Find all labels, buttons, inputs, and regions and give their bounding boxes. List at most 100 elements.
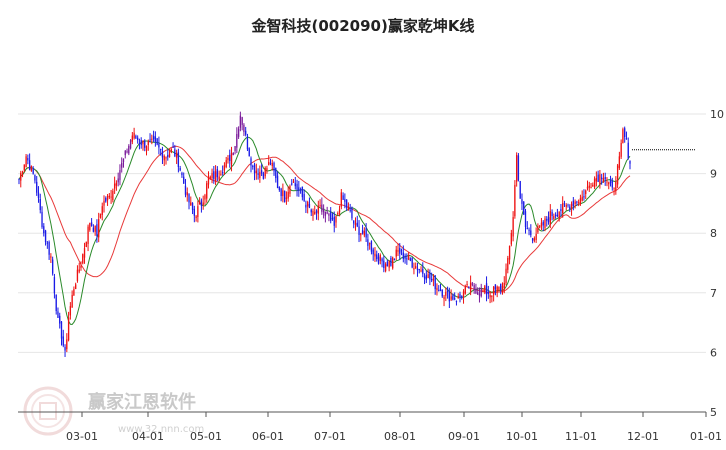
candle-body bbox=[475, 288, 477, 294]
candle-body bbox=[191, 202, 194, 210]
candle-body bbox=[452, 295, 454, 300]
candle-body bbox=[245, 130, 247, 135]
candle-body bbox=[117, 178, 119, 183]
candle-body bbox=[115, 182, 118, 186]
candle-body bbox=[328, 213, 330, 216]
candle-body bbox=[353, 220, 355, 224]
candle-body bbox=[549, 211, 551, 225]
candle-body bbox=[374, 253, 376, 257]
candle-body bbox=[87, 226, 89, 244]
candle-body bbox=[225, 160, 227, 168]
x-tick-label: 05-01 bbox=[190, 430, 222, 443]
candle-body bbox=[184, 185, 187, 195]
candle-body bbox=[147, 140, 149, 146]
candle-body bbox=[156, 138, 158, 145]
candle-body bbox=[547, 217, 550, 223]
candle-body bbox=[142, 141, 144, 145]
candle-body bbox=[23, 164, 25, 171]
y-axis: 5 6 7 8 9 10 bbox=[710, 108, 724, 419]
candle-body bbox=[531, 238, 534, 241]
candle-body bbox=[27, 158, 29, 161]
candle-body bbox=[101, 206, 103, 215]
candle-body bbox=[524, 211, 527, 227]
x-tick-label: 11-01 bbox=[565, 430, 597, 443]
candle-body bbox=[434, 275, 436, 290]
candle-body bbox=[402, 252, 404, 260]
candle-body bbox=[358, 226, 360, 236]
candle-body bbox=[512, 217, 514, 237]
x-tick-label: 01-01 bbox=[690, 430, 722, 443]
y-tick-label: 6 bbox=[710, 346, 717, 359]
candle-body bbox=[335, 216, 337, 223]
candle-body bbox=[144, 140, 146, 148]
candle-body bbox=[436, 287, 438, 291]
candle-body bbox=[562, 203, 564, 214]
candle-body bbox=[43, 226, 45, 234]
candle-body bbox=[608, 182, 610, 185]
candle-body bbox=[500, 283, 502, 291]
x-axis: 03-01 04-01 05-01 06-01 07-01 08-01 09-01 10-01… bbox=[18, 411, 722, 443]
candle-body bbox=[376, 254, 378, 260]
candle-body bbox=[333, 216, 335, 226]
candle-body bbox=[50, 256, 52, 258]
candle-body bbox=[106, 196, 109, 201]
candle-body bbox=[487, 292, 489, 294]
candle-body bbox=[446, 290, 449, 293]
candle-body bbox=[441, 290, 443, 297]
candle-body bbox=[528, 229, 530, 231]
candle-body bbox=[399, 248, 401, 254]
candle-body bbox=[464, 286, 466, 294]
candle-body bbox=[18, 178, 20, 180]
candle-body bbox=[214, 171, 217, 182]
candle-body bbox=[299, 189, 302, 191]
candle-body bbox=[427, 274, 429, 279]
candle-body bbox=[498, 286, 500, 290]
candle-body bbox=[622, 129, 624, 144]
candle-body bbox=[466, 284, 468, 286]
candle-body bbox=[110, 196, 112, 198]
candle-body bbox=[494, 284, 497, 290]
candle-body bbox=[222, 172, 224, 174]
candle-body bbox=[285, 197, 288, 199]
candle-body bbox=[489, 294, 491, 298]
candle-body bbox=[223, 165, 226, 171]
candle-body bbox=[75, 284, 77, 290]
candle-body bbox=[413, 268, 415, 270]
candle-body bbox=[349, 209, 351, 211]
candle-body bbox=[103, 200, 105, 206]
candle-body bbox=[507, 258, 509, 270]
candle-body bbox=[73, 289, 75, 296]
candle-body bbox=[461, 296, 463, 298]
candle-body bbox=[356, 222, 358, 227]
candle-body bbox=[296, 183, 298, 190]
candle-body bbox=[90, 222, 93, 226]
candle-body bbox=[216, 169, 219, 178]
candle-body bbox=[177, 152, 180, 167]
candle-body bbox=[227, 157, 229, 161]
candle-body bbox=[570, 203, 573, 209]
candle-body bbox=[526, 227, 528, 230]
candle-body bbox=[239, 115, 242, 128]
candle-body bbox=[209, 176, 211, 179]
candle-body bbox=[381, 258, 383, 262]
candle-body bbox=[590, 186, 592, 188]
candle-body bbox=[252, 165, 254, 167]
candle-body bbox=[386, 261, 389, 267]
candle-body bbox=[544, 218, 546, 229]
candle-body bbox=[37, 192, 40, 198]
candle-body bbox=[264, 167, 266, 177]
candle-body bbox=[98, 219, 100, 238]
y-tick-label: 5 bbox=[710, 406, 717, 419]
candle-body bbox=[521, 199, 523, 204]
candle-body bbox=[193, 208, 195, 216]
candle-body bbox=[64, 346, 66, 351]
candle-body bbox=[96, 224, 98, 237]
candle-body bbox=[30, 165, 33, 171]
candle-body bbox=[308, 203, 311, 208]
candle-body bbox=[36, 181, 38, 193]
candle-body bbox=[213, 171, 215, 179]
candle-body bbox=[439, 289, 442, 291]
candle-body bbox=[136, 137, 139, 140]
candle-body bbox=[367, 239, 369, 246]
candle-body bbox=[82, 254, 84, 264]
